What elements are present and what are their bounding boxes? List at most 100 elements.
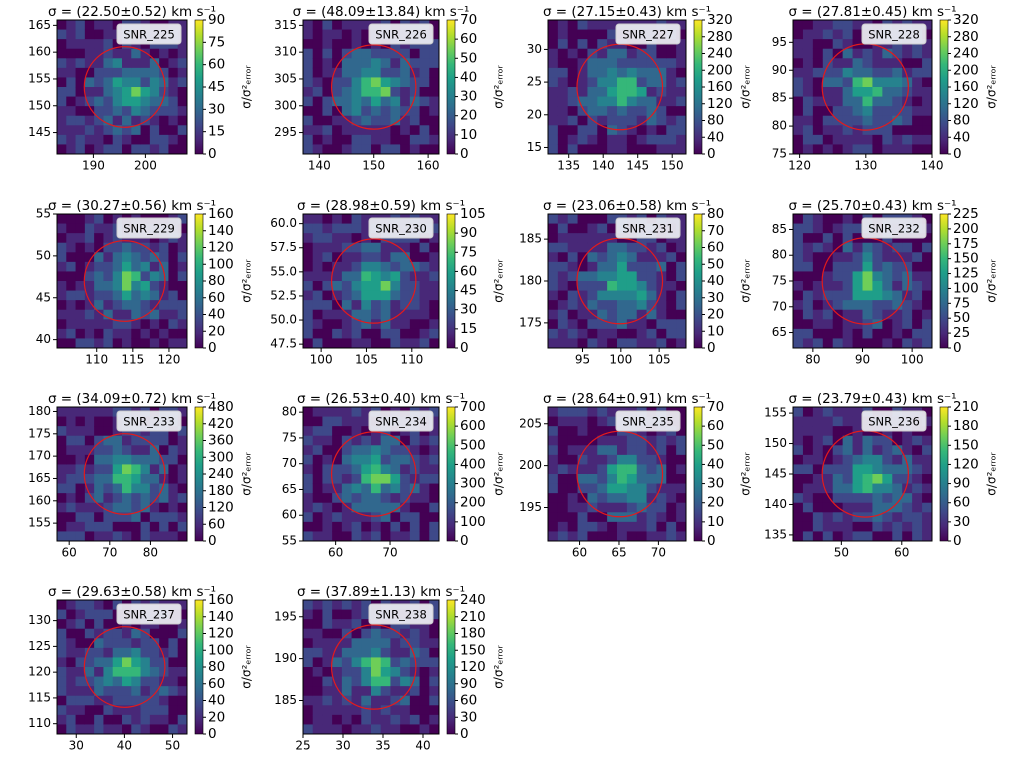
colorbar-tick-label: 600 xyxy=(460,418,486,434)
contour-cell xyxy=(636,58,648,69)
contour-cell xyxy=(112,77,123,88)
contour-cell xyxy=(902,48,913,59)
contour-cell xyxy=(822,464,834,475)
colorbar-tick-label: 150 xyxy=(953,437,979,453)
contour-cell xyxy=(802,464,814,475)
contour-cell xyxy=(429,233,440,244)
contour-cell xyxy=(922,214,933,225)
contour-cell xyxy=(140,657,151,668)
contour-cell xyxy=(577,233,588,244)
contour-cell xyxy=(303,445,314,456)
contour-cell xyxy=(607,281,618,292)
contour-cell xyxy=(656,512,667,523)
contour-cell xyxy=(322,281,333,292)
contour-cell xyxy=(57,686,67,697)
contour-cell xyxy=(607,96,618,107)
contour-cell xyxy=(646,96,657,107)
x-tick-label: 60 xyxy=(572,546,587,560)
contour-cell xyxy=(341,281,353,292)
contour-cell xyxy=(842,96,854,107)
contour-cell xyxy=(341,214,353,225)
contour-cell xyxy=(351,705,362,716)
contour-cell xyxy=(597,464,608,475)
contour-cell xyxy=(122,676,132,687)
legend-label: SNR_233 xyxy=(123,415,175,429)
contour-cell xyxy=(84,521,95,532)
contour-cell xyxy=(103,531,114,542)
contour-cell xyxy=(380,67,391,78)
contour-cell xyxy=(351,290,362,301)
contour-cell xyxy=(557,96,569,107)
contour-cell xyxy=(371,106,382,117)
contour-cell xyxy=(862,115,873,126)
contour-cell xyxy=(361,483,372,494)
contour-cell xyxy=(400,714,411,725)
contour-cell xyxy=(149,724,160,735)
contour-cell xyxy=(409,714,421,725)
x-tick-label: 100 xyxy=(901,353,924,367)
contour-cell xyxy=(912,77,923,88)
colorbar-tick-label: 500 xyxy=(460,437,486,453)
contour-cell xyxy=(802,290,814,301)
contour-cell xyxy=(812,338,824,349)
contour-cell xyxy=(361,67,372,78)
contour-cell xyxy=(607,125,618,136)
contour-cell xyxy=(57,252,67,263)
contour-cell xyxy=(168,134,179,145)
colorbar-label: σ/σ²ₑᵣᵣₒᵣ xyxy=(240,258,254,302)
contour-cell xyxy=(872,115,883,126)
contour-cell xyxy=(122,435,132,446)
contour-cell xyxy=(57,20,67,31)
contour-cell xyxy=(112,464,123,475)
contour-cell xyxy=(75,214,86,225)
contour-cell xyxy=(131,714,142,725)
contour-cell xyxy=(872,502,883,513)
contour-cell xyxy=(419,281,430,292)
contour-cell xyxy=(882,87,893,98)
contour-cell xyxy=(149,309,160,320)
contour-cell xyxy=(409,309,421,320)
contour-cell xyxy=(103,426,114,437)
contour-cell xyxy=(103,483,114,494)
contour-cell xyxy=(380,445,391,456)
contour-cell xyxy=(597,474,608,485)
contour-cell xyxy=(66,426,77,437)
contour-cell xyxy=(122,67,132,78)
contour-cell xyxy=(872,281,883,292)
contour-cell xyxy=(159,309,169,320)
contour-cell xyxy=(832,223,844,234)
colorbar-tick-label: 120 xyxy=(707,96,733,112)
contour-cell xyxy=(103,667,114,678)
contour-cell xyxy=(597,271,608,282)
contour-cell xyxy=(84,676,95,687)
contour-cell xyxy=(177,242,188,253)
contour-cell xyxy=(390,493,401,504)
y-tick-label: 75 xyxy=(772,147,787,161)
contour-cell xyxy=(361,96,372,107)
contour-cell xyxy=(419,493,430,504)
contour-cell xyxy=(371,628,382,639)
contour-cell xyxy=(371,445,382,456)
contour-cell xyxy=(912,512,923,523)
contour-cell xyxy=(131,647,142,658)
contour-cell xyxy=(872,77,883,88)
contour-cell xyxy=(429,531,440,542)
contour-cell xyxy=(112,125,123,136)
contour-cell xyxy=(177,493,188,504)
x-tick-label: 60 xyxy=(328,546,343,560)
contour-cell xyxy=(312,328,323,339)
contour-cell xyxy=(832,464,844,475)
contour-cell xyxy=(429,20,440,31)
contour-cell xyxy=(390,714,401,725)
contour-cell xyxy=(882,502,893,513)
contour-cell xyxy=(812,125,824,136)
contour-cell xyxy=(892,454,903,465)
contour-cell xyxy=(577,521,588,532)
contour-cell xyxy=(103,600,114,611)
contour-cell xyxy=(587,67,598,78)
contour-cell xyxy=(332,531,343,542)
x-tick-label: 145 xyxy=(626,159,649,173)
contour-cell xyxy=(832,483,844,494)
contour-cell xyxy=(341,724,353,735)
contour-cell xyxy=(832,77,844,88)
